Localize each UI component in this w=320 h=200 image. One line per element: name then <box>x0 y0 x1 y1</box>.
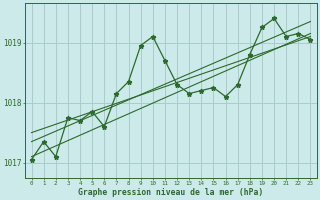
X-axis label: Graphe pression niveau de la mer (hPa): Graphe pression niveau de la mer (hPa) <box>78 188 264 197</box>
